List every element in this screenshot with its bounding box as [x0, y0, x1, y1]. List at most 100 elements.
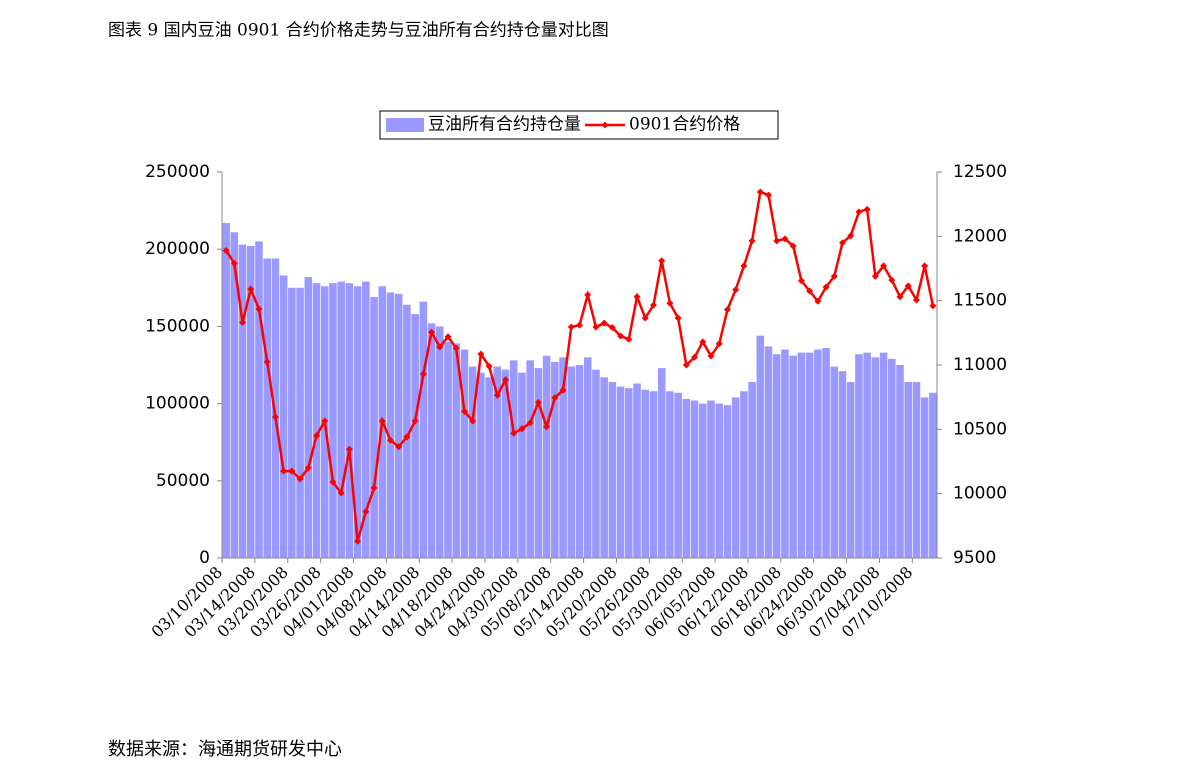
line-marker: [485, 362, 493, 370]
line-marker: [765, 191, 773, 199]
line-marker: [617, 332, 625, 340]
line-marker: [321, 417, 329, 425]
bar: [559, 357, 567, 558]
line-marker: [888, 276, 896, 284]
line-marker: [756, 188, 764, 196]
line-marker: [814, 297, 822, 305]
line-marker: [658, 257, 666, 265]
line-marker: [534, 398, 542, 406]
line-marker: [403, 433, 411, 441]
line-marker: [838, 239, 846, 247]
line-marker: [337, 489, 345, 497]
bar: [436, 326, 444, 558]
bar: [723, 405, 732, 558]
bar: [337, 281, 345, 558]
source-note: 数据来源：海通期货研发中心: [108, 739, 342, 760]
legend-swatch: [386, 118, 424, 132]
line-marker: [395, 443, 403, 451]
bar: [279, 275, 288, 558]
bar: [362, 281, 370, 558]
bar: [370, 297, 378, 558]
line-marker: [871, 272, 879, 280]
bar: [912, 381, 921, 558]
bar: [288, 287, 296, 558]
line-marker: [584, 291, 592, 299]
line-marker: [436, 343, 444, 351]
bar: [567, 366, 576, 558]
line-marker: [518, 425, 526, 433]
line-marker: [822, 283, 830, 291]
bar: [838, 371, 847, 558]
bar: [493, 366, 502, 558]
bar: [633, 383, 641, 558]
line-marker: [419, 370, 427, 378]
bar: [830, 366, 839, 558]
line-marker: [773, 237, 781, 245]
bar: [403, 304, 411, 558]
bar: [855, 354, 863, 558]
line-marker: [370, 484, 378, 492]
line-marker: [830, 272, 838, 280]
bar: [271, 258, 280, 558]
line-marker: [691, 353, 699, 361]
legend-label: 0901合约价格: [629, 115, 740, 135]
bar: [690, 400, 699, 558]
bar: [748, 381, 756, 558]
bar: [526, 360, 534, 558]
bar: [731, 397, 740, 558]
bar: [509, 360, 518, 558]
line-marker: [452, 344, 460, 352]
line-marker: [263, 358, 271, 366]
bar: [666, 391, 674, 558]
legend-box: [379, 110, 779, 140]
line-marker: [313, 432, 321, 440]
bar: [444, 341, 452, 558]
bar: [929, 392, 937, 558]
line-marker: [847, 232, 855, 240]
line-marker: [543, 423, 551, 431]
bar: [896, 365, 904, 558]
line-marker: [230, 259, 238, 267]
bar: [781, 349, 789, 558]
line-marker: [880, 262, 888, 270]
bar: [518, 372, 526, 558]
bar: [312, 283, 321, 558]
bar: [888, 358, 896, 558]
line-marker: [592, 323, 600, 331]
line-marker: [296, 475, 304, 483]
bar: [920, 397, 929, 558]
bar: [460, 349, 469, 558]
bar: [715, 403, 723, 558]
bar: [501, 369, 510, 558]
bar: [789, 355, 797, 558]
bar: [649, 391, 658, 558]
line-marker: [863, 205, 871, 213]
line-marker: [641, 314, 649, 322]
bar: [353, 286, 362, 558]
line-marker: [304, 464, 312, 472]
bar: [485, 377, 493, 558]
bar: [394, 293, 403, 558]
bar: [575, 365, 584, 558]
line-marker: [559, 386, 567, 394]
bar: [871, 357, 880, 558]
bar: [452, 343, 461, 558]
line-marker: [386, 436, 394, 444]
bar: [814, 349, 822, 558]
line-marker: [797, 277, 805, 285]
y-tick-label: 200000: [145, 239, 210, 259]
line-marker: [510, 429, 518, 437]
bar: [625, 388, 633, 558]
line-marker: [625, 335, 633, 343]
bar: [238, 244, 247, 558]
bar: [419, 301, 428, 558]
bar: [534, 368, 543, 558]
bar: [263, 258, 271, 558]
bar: [296, 287, 304, 558]
line-marker: [354, 537, 362, 545]
line-marker: [288, 467, 296, 475]
line-marker: [271, 413, 279, 421]
bar: [698, 403, 707, 558]
